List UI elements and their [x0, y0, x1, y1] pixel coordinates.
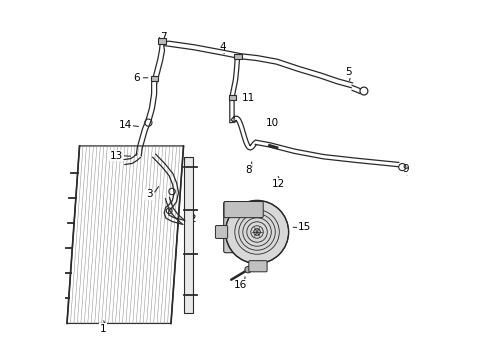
Text: 8: 8 — [244, 165, 251, 175]
Circle shape — [244, 266, 251, 273]
FancyBboxPatch shape — [248, 261, 266, 272]
FancyBboxPatch shape — [183, 157, 192, 313]
FancyBboxPatch shape — [151, 76, 158, 81]
FancyBboxPatch shape — [228, 95, 235, 100]
Text: 11: 11 — [242, 93, 255, 103]
Circle shape — [225, 201, 288, 264]
Text: 12: 12 — [271, 179, 285, 189]
Text: 10: 10 — [265, 118, 279, 128]
Text: 5: 5 — [345, 67, 351, 77]
Text: 14: 14 — [118, 120, 131, 130]
Text: 15: 15 — [298, 222, 311, 232]
Text: 9: 9 — [402, 164, 408, 174]
Text: 3: 3 — [146, 189, 152, 199]
Text: 13: 13 — [110, 150, 123, 161]
Circle shape — [253, 229, 260, 235]
FancyBboxPatch shape — [158, 39, 166, 44]
Text: 16: 16 — [233, 280, 246, 290]
FancyBboxPatch shape — [234, 54, 241, 59]
Text: 6: 6 — [133, 73, 140, 83]
Text: 7: 7 — [160, 32, 167, 41]
FancyBboxPatch shape — [223, 202, 262, 253]
Text: 4: 4 — [219, 42, 226, 52]
FancyBboxPatch shape — [224, 202, 263, 218]
FancyBboxPatch shape — [215, 226, 227, 238]
Polygon shape — [67, 146, 183, 323]
Text: 2: 2 — [189, 215, 195, 224]
Text: 1: 1 — [100, 324, 106, 334]
